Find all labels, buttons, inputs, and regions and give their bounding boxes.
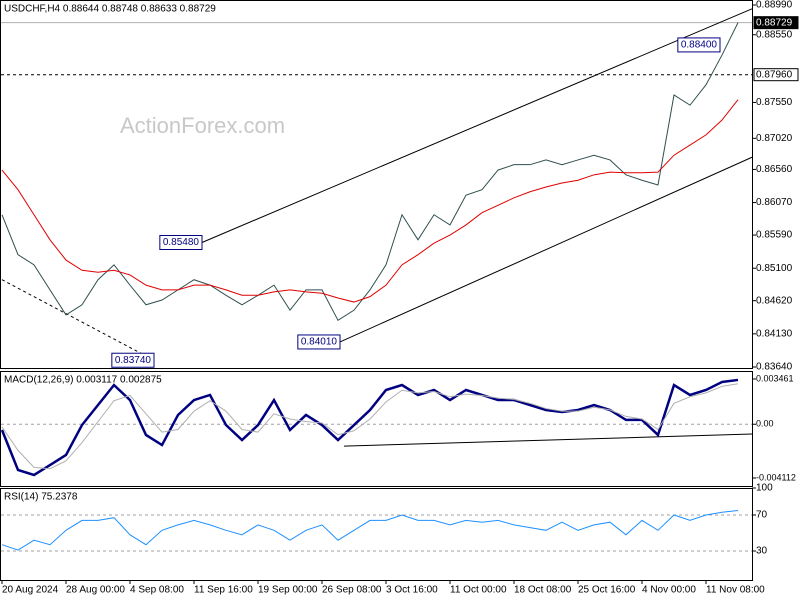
y-tick-label: -0.004112	[756, 472, 796, 482]
y-tick-label: 0.003461	[756, 373, 794, 383]
y-tick-label: 0.85100	[756, 263, 793, 274]
panel-title: USDCHF,H4 0.88644 0.88748 0.88633 0.8872…	[4, 4, 216, 15]
price-level-box	[753, 16, 799, 30]
panel-frame	[0, 488, 753, 581]
y-tick-label: 0.86560	[756, 164, 793, 175]
x-tick-label: 3 Oct 16:00	[386, 585, 438, 596]
y-tick-label: 0.88550	[756, 29, 793, 40]
x-tick-label: 28 Aug 00:00	[66, 585, 125, 596]
watermark: ActionForex.com	[120, 113, 285, 138]
annotation-label: 0.88400	[681, 40, 718, 51]
annotation-point	[719, 44, 721, 46]
y-tick-label: 30	[756, 546, 768, 557]
y-tick-label: 0.88990	[756, 0, 793, 11]
x-tick-label: 11 Nov 08:00	[706, 585, 765, 596]
y-tick-label: 0.83640	[756, 362, 793, 373]
y-tick-label: 70	[756, 510, 768, 521]
annotation-point	[153, 359, 155, 361]
annotation-label: 0.84010	[301, 337, 338, 348]
trendline	[201, 8, 753, 243]
y-tick-label: 0.85590	[756, 230, 793, 241]
trendline	[343, 433, 753, 447]
panel-frame	[0, 0, 753, 369]
series-line	[1, 99, 739, 303]
y-tick-label: 0.87550	[756, 97, 793, 108]
y-tick-label: 0.00	[756, 419, 774, 429]
x-tick-label: 11 Oct 00:00	[450, 585, 507, 596]
annotation-point	[201, 241, 203, 243]
series-line	[0, 378, 739, 477]
annotation-label: 0.83740	[115, 355, 152, 366]
y-tick-label: 100	[756, 483, 773, 494]
x-tick-label: 26 Sep 08:00	[322, 585, 382, 596]
panel-title: RSI(14) 75.2378	[4, 492, 78, 503]
price-level-label: 0.88729	[756, 17, 793, 28]
panel-title: MACD(12,26,9) 0.003117 0.002875	[4, 375, 162, 386]
panel-frame	[0, 371, 753, 487]
series-line	[1, 510, 739, 551]
annotation-label: 0.85480	[163, 237, 200, 248]
x-tick-label: 4 Nov 00:00	[642, 585, 696, 596]
price-level-box	[753, 68, 799, 82]
y-tick-label: 0.84620	[756, 295, 793, 306]
trendline	[339, 156, 753, 343]
series-line	[1, 22, 739, 322]
x-tick-label: 4 Sep 08:00	[130, 585, 184, 596]
x-tick-label: 20 Aug 2024	[2, 585, 59, 596]
y-tick-label: 0.84130	[756, 328, 793, 339]
annotation-point	[339, 341, 341, 343]
series-line	[1, 383, 739, 470]
trendline	[1, 279, 155, 361]
x-tick-label: 25 Oct 16:00	[578, 585, 636, 596]
price-level-label: 0.87960	[756, 69, 793, 80]
x-tick-label: 11 Sep 16:00	[194, 585, 253, 596]
y-tick-label: 0.87020	[756, 133, 793, 144]
y-tick-label: 0.86070	[756, 197, 793, 208]
x-tick-label: 18 Oct 08:00	[514, 585, 572, 596]
x-tick-label: 19 Sep 00:00	[258, 585, 318, 596]
